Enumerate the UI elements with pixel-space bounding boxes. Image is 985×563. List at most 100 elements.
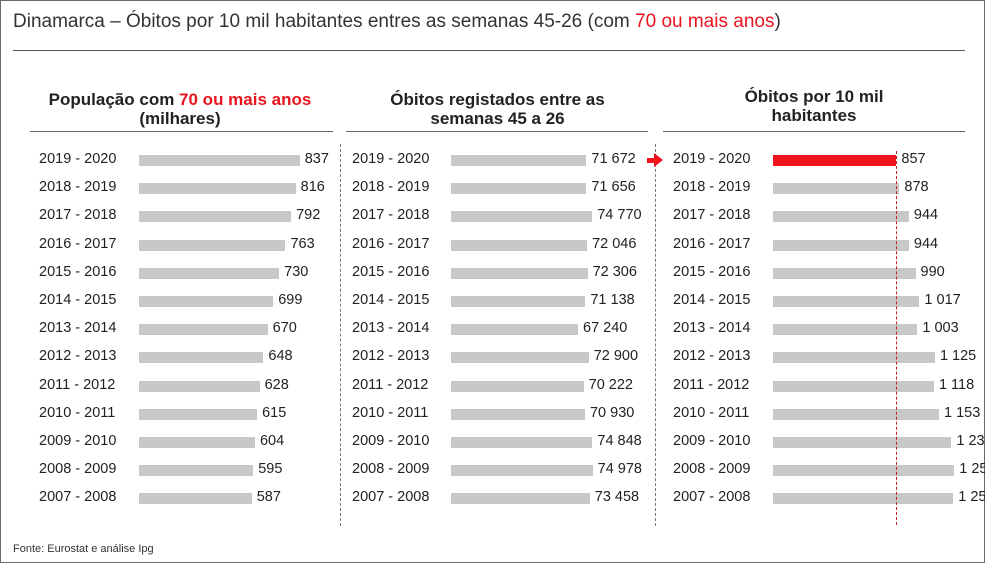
panel-title-deaths: Óbitos registados entre as semanas 45 a … (390, 90, 605, 128)
value-label-rate: 1 259 (959, 461, 985, 478)
value-label-population: 816 (300, 179, 325, 196)
category-label-rate: 2016 - 2017 (673, 235, 751, 252)
bar-population (139, 408, 258, 420)
category-label-deaths: 2017 - 2018 (352, 207, 430, 224)
value-label-rate: 1 252 (958, 489, 985, 506)
value-label-deaths: 67 240 (583, 320, 628, 337)
category-label-deaths: 2008 - 2009 (352, 461, 430, 478)
value-label-deaths: 73 458 (594, 489, 640, 506)
category-label-rate: 2018 - 2019 (673, 179, 751, 196)
panel-title-population: População com 70 ou mais anos (milhares) (48, 90, 312, 128)
bar-rate (773, 352, 935, 364)
bar-rate (773, 296, 920, 307)
bar-rate (773, 465, 955, 477)
bar-rate (773, 239, 909, 251)
category-label-deaths: 2015 - 2016 (352, 263, 430, 280)
value-label-deaths: 70 222 (588, 376, 633, 393)
category-label-deaths: 2016 - 2017 (352, 235, 430, 252)
bar-population (139, 183, 296, 195)
value-label-rate: 1 003 (922, 320, 959, 337)
value-label-deaths: 74 978 (597, 461, 642, 478)
value-label-population: 595 (258, 461, 283, 478)
panel-divider-deaths (346, 131, 648, 132)
panel-divider-rate (663, 131, 965, 132)
bar-rate (773, 324, 918, 336)
bar-deaths (451, 296, 586, 307)
value-label-deaths: 71 672 (591, 151, 636, 167)
category-label-rate: 2013 - 2014 (673, 320, 751, 337)
category-label-population: 2015 - 2016 (39, 263, 117, 280)
value-label-deaths: 71 138 (590, 292, 635, 308)
value-label-population: 670 (272, 320, 297, 337)
value-label-rate: 857 (901, 151, 926, 167)
source-note: Fonte: Eurostat e análise Ipg (13, 543, 154, 555)
category-label-deaths: 2019 - 2020 (352, 151, 430, 167)
category-label-deaths: 2010 - 2011 (352, 404, 429, 421)
category-label-population: 2012 - 2013 (39, 348, 117, 365)
bar-rate (773, 408, 939, 420)
panel-separator-2 (655, 144, 656, 526)
category-label-rate: 2012 - 2013 (673, 348, 751, 365)
bar-deaths (451, 183, 587, 195)
bar-deaths (451, 437, 593, 448)
value-label-population: 837 (304, 151, 329, 167)
category-label-rate: 2014 - 2015 (673, 292, 751, 308)
bar-population (139, 239, 286, 251)
category-label-population: 2009 - 2010 (39, 433, 117, 449)
category-label-population: 2011 - 2012 (39, 376, 116, 393)
value-label-deaths: 72 306 (592, 263, 637, 280)
value-label-deaths: 74 848 (597, 433, 642, 449)
bar-population (139, 211, 292, 223)
category-label-deaths: 2009 - 2010 (352, 433, 430, 449)
value-label-rate: 944 (913, 235, 939, 252)
value-label-rate: 1 017 (924, 292, 961, 308)
value-label-rate: 1 153 (943, 404, 981, 421)
bar-rate (773, 155, 897, 166)
value-label-deaths: 72 900 (593, 348, 639, 365)
bar-population (139, 296, 274, 307)
bar-population (139, 155, 300, 166)
bar-population (139, 380, 260, 392)
category-label-population: 2019 - 2020 (39, 151, 117, 167)
value-label-population: 628 (264, 376, 289, 393)
category-label-population: 2007 - 2008 (39, 489, 117, 506)
category-label-population: 2014 - 2015 (39, 292, 117, 308)
bar-population (139, 493, 252, 505)
value-label-population: 699 (278, 292, 303, 308)
bar-rate (773, 380, 934, 392)
bar-rate (773, 493, 954, 505)
panel-divider-population (30, 131, 333, 132)
bar-deaths (451, 239, 588, 251)
category-label-rate: 2009 - 2010 (673, 433, 751, 449)
category-label-population: 2018 - 2019 (39, 179, 117, 196)
bar-deaths (451, 267, 588, 279)
bar-population (139, 324, 268, 336)
bar-rate (773, 437, 952, 448)
bar-deaths (451, 465, 593, 477)
category-label-rate: 2010 - 2011 (673, 404, 750, 421)
category-label-rate: 2007 - 2008 (673, 489, 751, 506)
bar-deaths (451, 380, 584, 392)
value-label-deaths: 71 656 (591, 179, 636, 196)
reference-line (896, 151, 898, 525)
page-title: Dinamarca – Óbitos por 10 mil habitantes… (13, 11, 781, 32)
category-label-deaths: 2018 - 2019 (352, 179, 430, 196)
bar-population (139, 352, 264, 364)
value-label-population: 648 (268, 348, 293, 365)
category-label-population: 2008 - 2009 (39, 461, 117, 478)
panel-title-rate: Óbitos por 10 mil habitantes (744, 87, 884, 125)
value-label-population: 615 (262, 404, 287, 421)
value-label-population: 730 (284, 263, 309, 280)
category-label-deaths: 2014 - 2015 (352, 292, 430, 308)
category-label-rate: 2017 - 2018 (673, 207, 751, 224)
value-label-deaths: 70 930 (589, 404, 635, 421)
category-label-rate: 2019 - 2020 (673, 151, 751, 167)
category-label-rate: 2011 - 2012 (673, 376, 750, 393)
highlight-arrow-head-icon (654, 153, 663, 167)
bar-deaths (451, 324, 578, 336)
bar-deaths (451, 211, 593, 223)
bar-population (139, 267, 280, 279)
highlight-arrow-icon (647, 158, 654, 163)
category-label-deaths: 2007 - 2008 (352, 489, 430, 506)
